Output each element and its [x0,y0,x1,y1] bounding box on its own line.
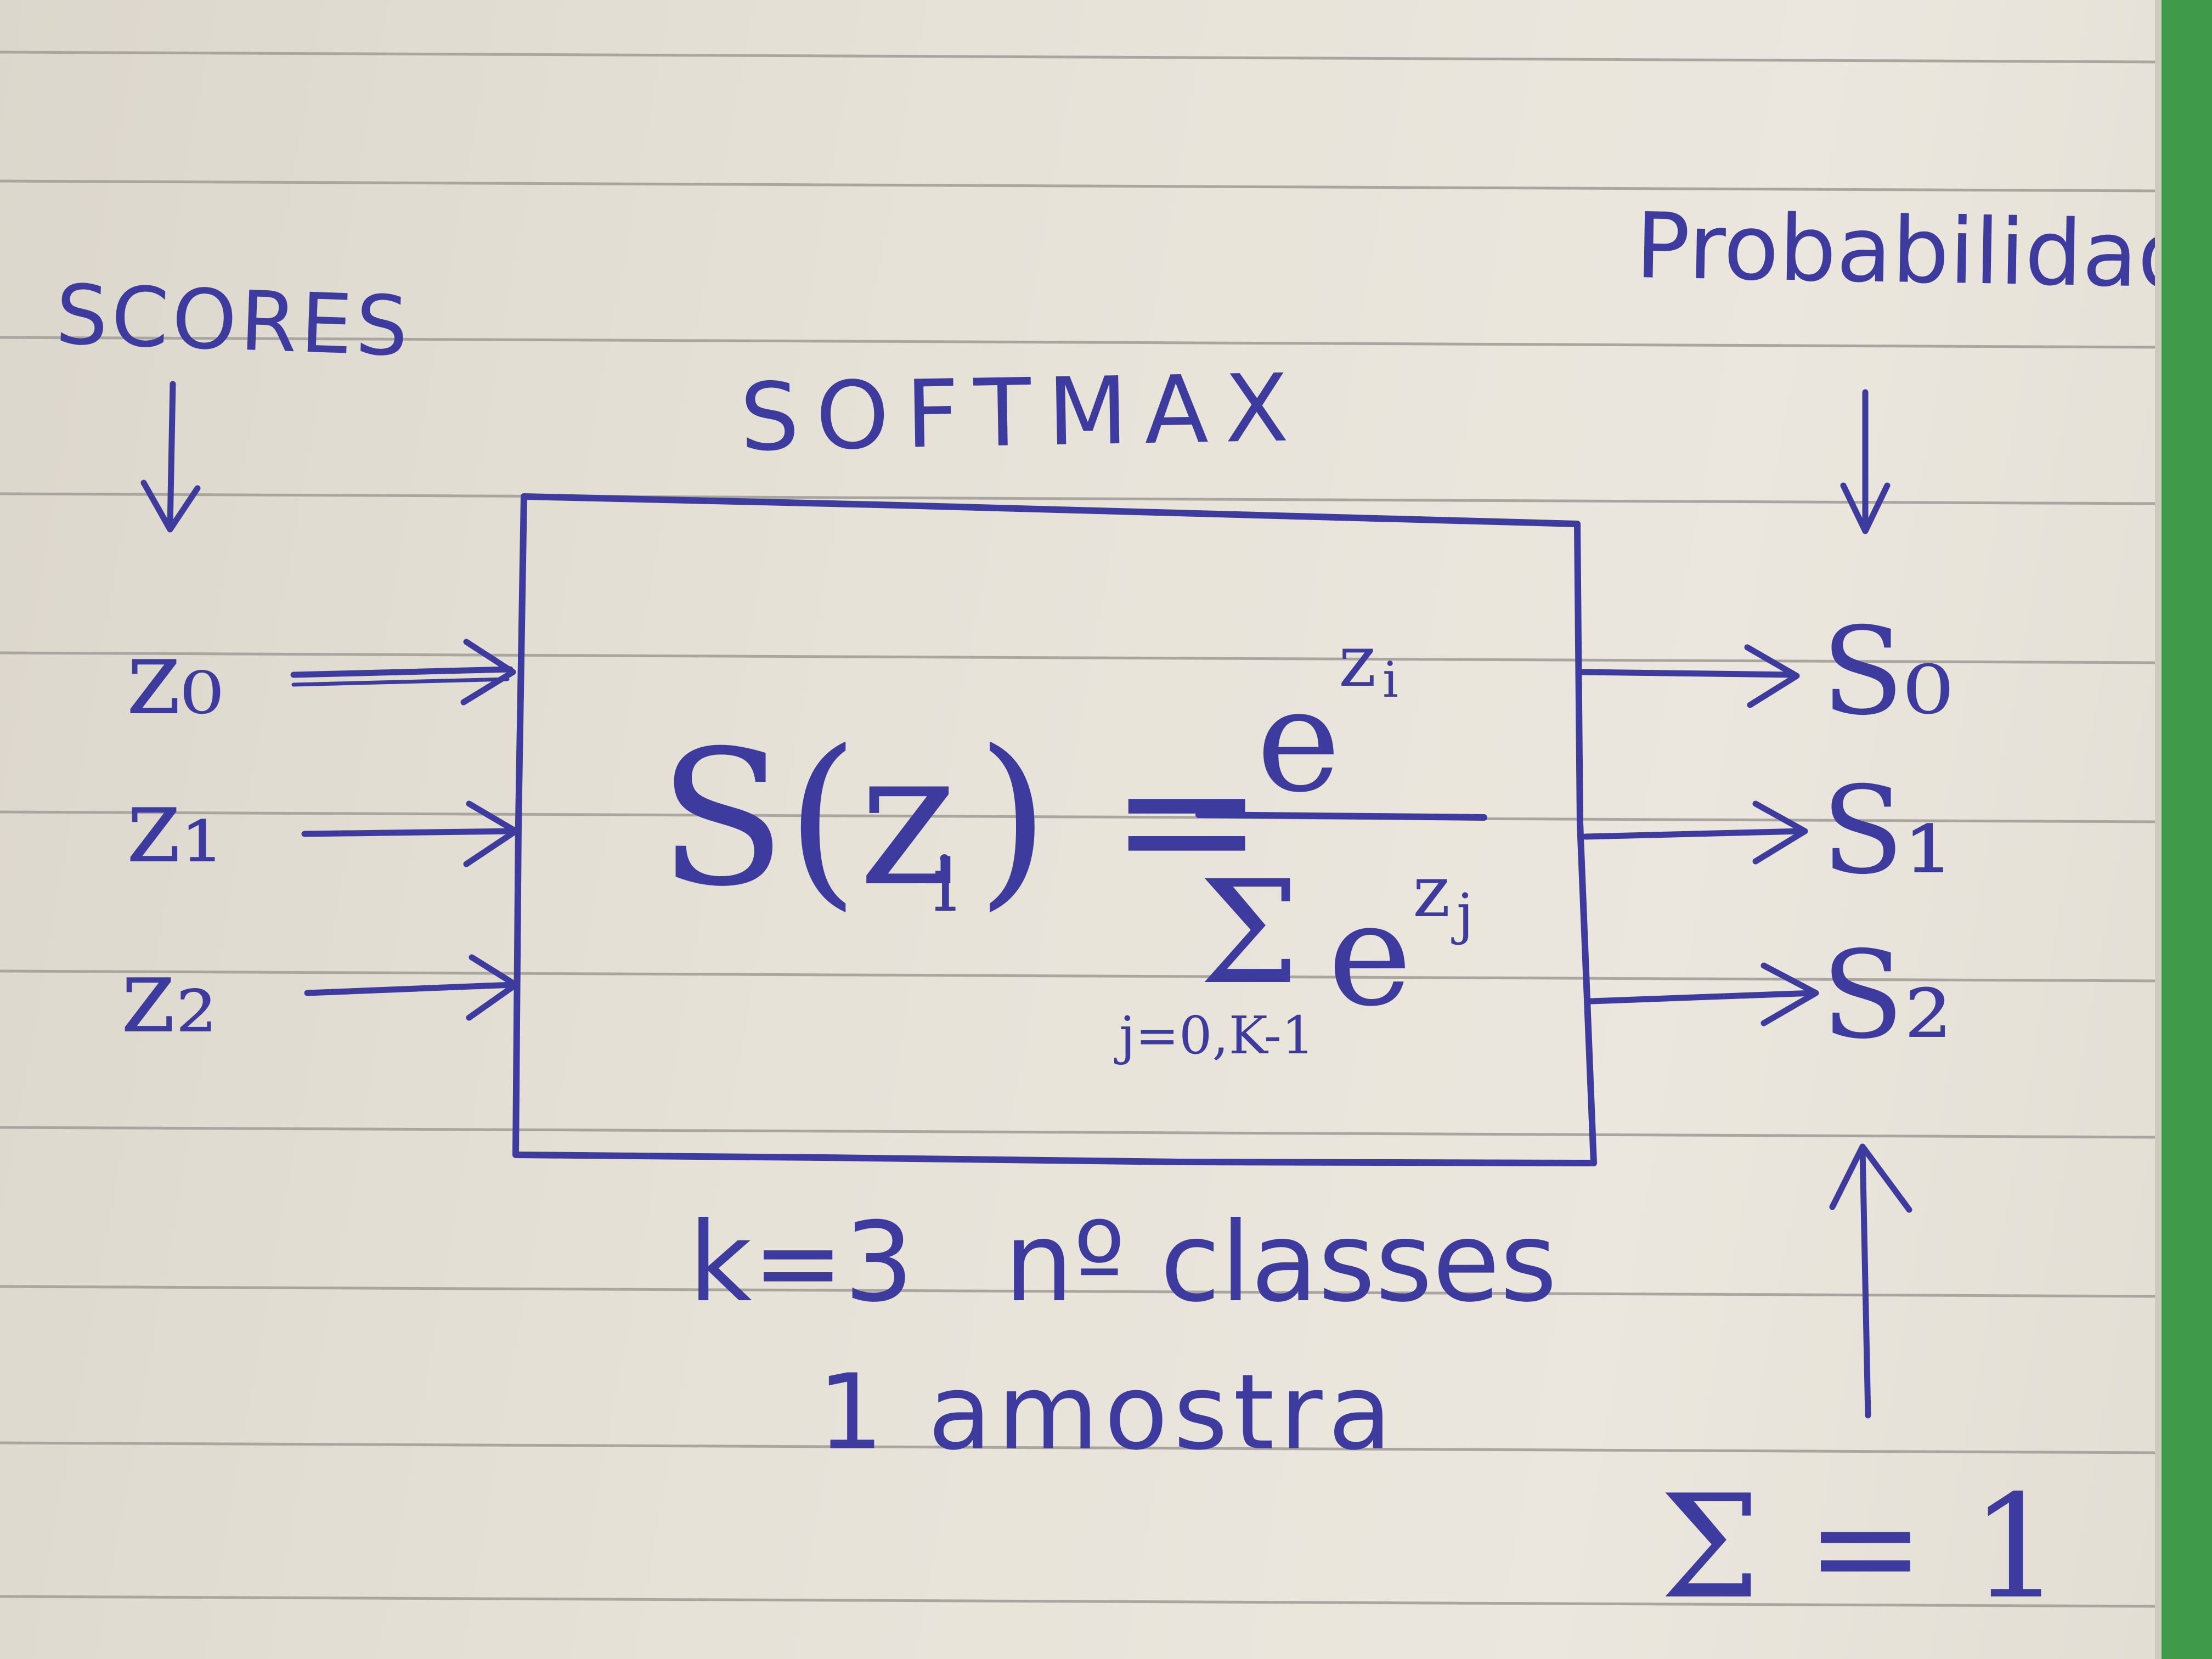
input-arrow-z0 [290,639,516,706]
ruled-line [0,492,2159,505]
ruled-line [0,50,2159,64]
numerator-exp-sub: i [1383,651,1398,709]
input-label-z1: z₁ [126,765,223,886]
scores-down-arrow [140,381,201,533]
sample-note: 1 amostra [817,1352,1397,1473]
softmax-box [512,493,1597,1166]
softmax-diagram: SCORES SOFTMAX Probabilidades z₀ z₁ z₂ [54,193,2159,1630]
output-label-s2: S₂ [1821,925,1953,1065]
numerator-base: e [1256,658,1341,824]
ruled-line [0,651,2159,664]
denominator-exp: z [1413,850,1451,933]
softmax-title: SOFTMAX [739,354,1306,472]
softmax-formula: S(z i ) = e z i Σ e z j j=0,K-1 [658,619,1487,1066]
ruled-line [0,969,2159,983]
ruled-line [0,1595,2159,1608]
ruled-line [0,810,2159,823]
denominator-sum: Σ [1199,850,1300,1016]
paper-edge [2155,0,2162,1659]
input-label-z2: z₂ [121,935,217,1056]
ruled-line [0,179,2159,193]
probabilidades-title: Probabilidades [1634,193,2159,310]
denominator-base: e [1328,872,1412,1038]
input-arrow-z2 [304,954,519,1021]
ruled-lines [0,50,2159,1608]
k-note: k=3 [689,1199,914,1327]
denominator-exp-sub: j [1451,882,1474,946]
formula-lhs-sub: i [933,840,957,929]
output-arrow-s0 [1579,644,1800,708]
output-label-s0: S₀ [1821,601,1953,742]
ruled-line [0,1126,2159,1139]
sum-equals-one: Σ = 1 [1660,1465,2061,1630]
notebook-page: SCORES SOFTMAX Probabilidades z₀ z₁ z₂ [0,0,2159,1659]
formula-lhs: S(z [658,710,957,928]
fraction-bar [1195,811,1487,821]
input-label-z0: z₀ [126,617,223,738]
probabilidades-down-arrow [1840,389,1891,534]
numerator-exp: z [1339,619,1376,703]
sum-range: j=0,K-1 [1114,1006,1314,1066]
classes-note: nº classes [1004,1199,1557,1327]
ruled-line [0,1441,2159,1454]
scores-title: SCORES [54,267,413,375]
ruled-line [0,336,2159,349]
input-arrow-z1 [301,800,519,867]
output-arrow-s2 [1588,962,1819,1026]
ruled-line [0,1285,2159,1298]
output-arrow-s1 [1582,800,1808,865]
sum-up-arrow [1829,1143,1912,1419]
formula-lhs-close: ) = [977,710,1265,928]
output-label-s1: S₁ [1821,760,1953,901]
